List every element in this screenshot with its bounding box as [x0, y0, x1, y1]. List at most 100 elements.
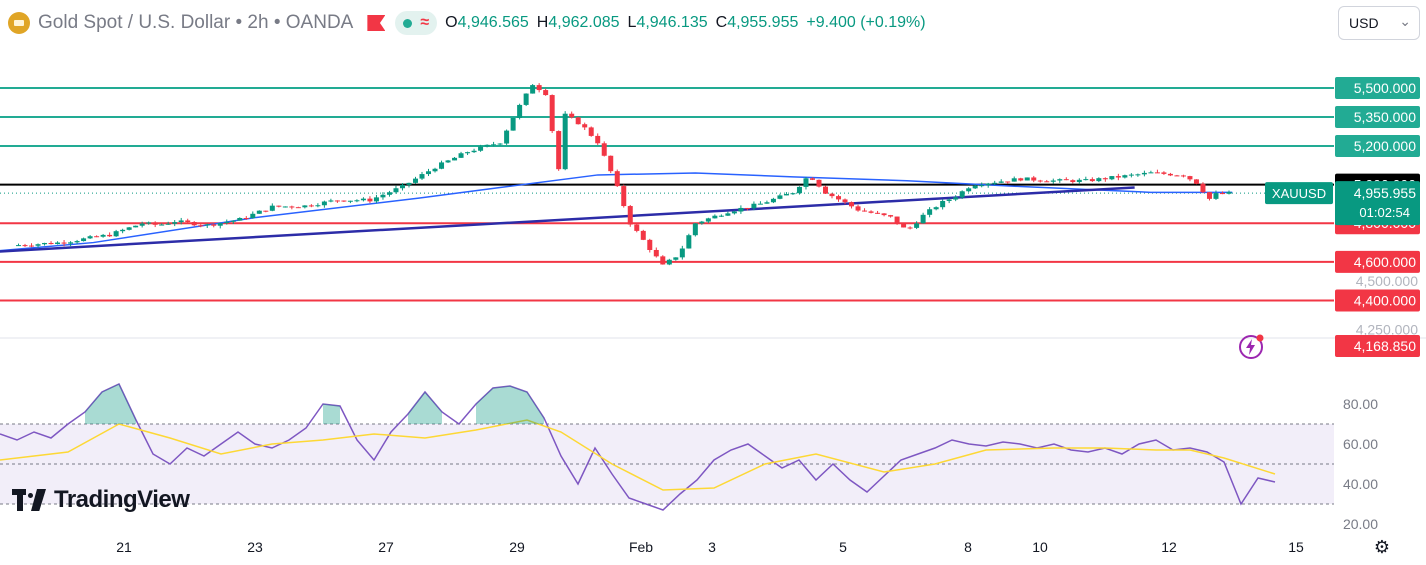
candle-body	[640, 230, 646, 240]
source-label[interactable]: OANDA	[285, 12, 354, 33]
time-axis-label: 10	[1032, 539, 1048, 555]
candle-body	[901, 223, 907, 228]
interval-label[interactable]: 2h	[247, 12, 269, 33]
candle-body	[107, 234, 113, 237]
candle-body	[894, 216, 900, 224]
currency-select[interactable]: USD ⌄	[1338, 6, 1420, 40]
candle-body	[224, 221, 230, 224]
market-status-pill[interactable]: ≈	[395, 11, 438, 35]
candle-body	[1213, 193, 1219, 199]
candle-body	[621, 186, 627, 207]
price-tag-bg-5200	[1335, 134, 1420, 157]
candle-body	[679, 248, 685, 258]
time-axis-label: 5	[839, 539, 847, 555]
rsi-overbought-fill	[85, 384, 136, 424]
candle-body	[439, 162, 445, 169]
candle-body	[1089, 179, 1095, 182]
candle-body	[380, 194, 386, 198]
candle-body	[172, 222, 178, 224]
candle-body	[185, 220, 191, 222]
candle-body	[868, 211, 874, 213]
candle-body	[1031, 177, 1037, 181]
candle-body	[139, 223, 145, 226]
candle-body	[419, 174, 425, 179]
candle-body	[809, 178, 815, 180]
candle-body	[875, 212, 881, 214]
candle-body	[510, 117, 516, 131]
rsi-axis-tick: 20.00	[1343, 516, 1378, 532]
tradingview-logo-text: TradingView	[54, 486, 190, 513]
candle-body	[263, 210, 269, 212]
candle-body	[1096, 178, 1102, 182]
low-price-tag-bg	[1335, 335, 1420, 357]
candle-body	[465, 152, 471, 154]
candle-body	[48, 242, 54, 245]
candle-body	[699, 221, 705, 224]
ticker-tag: XAUUSD	[1272, 186, 1326, 201]
candle-body	[634, 224, 640, 231]
candle-body	[523, 93, 529, 105]
time-axis-label: 27	[378, 539, 394, 555]
candle-body	[536, 85, 542, 91]
symbol-title[interactable]: Gold Spot / U.S. Dollar	[38, 12, 231, 33]
candle-body	[959, 191, 965, 198]
ohlc-close: C4,955.955	[715, 14, 799, 31]
time-axis-label: 21	[116, 539, 132, 555]
chart-legend: Gold Spot / U.S. Dollar • 2h • OANDA ≈ O…	[8, 10, 926, 36]
price-tag-bg-4600	[1335, 250, 1420, 273]
candle-body	[256, 210, 262, 214]
gear-icon[interactable]: ⚙	[1373, 537, 1391, 557]
candle-body	[334, 200, 340, 202]
candle-body	[87, 236, 93, 239]
candle-body	[412, 178, 418, 183]
candle-body	[992, 182, 998, 184]
current-price-tag-bg	[1335, 181, 1420, 226]
candle-body	[1167, 173, 1173, 176]
time-axis-label: 15	[1288, 539, 1304, 555]
candle-body	[341, 200, 347, 202]
candle-body	[692, 223, 698, 236]
candle-body	[198, 225, 204, 227]
candle-body	[81, 238, 87, 242]
flag-icon[interactable]	[367, 15, 386, 31]
candle-body	[295, 207, 301, 209]
candle-body	[393, 188, 399, 193]
candle-body	[302, 205, 308, 208]
candle-body	[1161, 172, 1167, 174]
candle-body	[1226, 191, 1232, 194]
time-axis-label: Feb	[629, 539, 653, 555]
candle-body	[478, 146, 484, 151]
candle-body	[35, 244, 41, 246]
candle-body	[686, 235, 692, 249]
candle-body	[347, 200, 353, 202]
time-axis-label: 29	[509, 539, 525, 555]
candle-body	[946, 199, 952, 201]
candle-body	[582, 124, 588, 128]
candle-body	[178, 220, 184, 223]
candle-body	[204, 224, 210, 226]
candle-body	[653, 249, 659, 257]
candle-body	[1102, 178, 1108, 180]
candle-body	[1050, 180, 1056, 182]
candle-body	[146, 222, 152, 224]
price-tag-5500: 5,500.000	[1354, 80, 1416, 96]
candle-body	[491, 144, 497, 146]
candle-body	[159, 224, 165, 226]
candle-body	[497, 143, 503, 145]
low-price-tag: 4,168.850	[1354, 338, 1416, 354]
candle-body	[360, 198, 366, 201]
candle-body	[966, 188, 972, 192]
candle-body	[120, 229, 126, 232]
lightning-icon[interactable]	[1238, 334, 1264, 360]
candle-body	[1219, 193, 1225, 195]
candle-body	[94, 236, 100, 238]
candle-body	[595, 135, 601, 144]
candle-body	[790, 193, 796, 195]
candle-body	[276, 205, 282, 207]
gold-logo-icon	[8, 12, 30, 34]
candle-body	[712, 215, 718, 219]
candle-body	[744, 207, 750, 209]
candle-body	[484, 144, 490, 147]
candle-body	[1122, 175, 1128, 178]
